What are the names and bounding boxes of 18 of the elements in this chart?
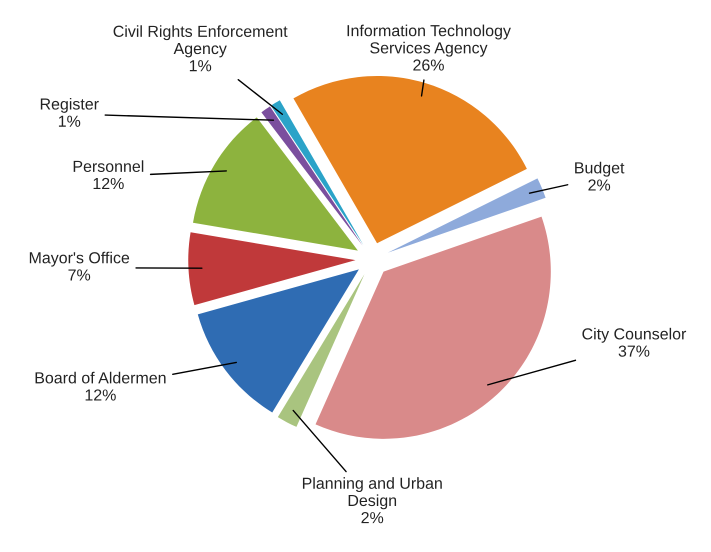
data-label: 12%	[94, 178, 124, 190]
slice-label: Planning and Urban Design	[302, 477, 442, 510]
slice-label: Register	[40, 98, 99, 113]
data-label: 12%	[86, 389, 116, 401]
data-label: 26%	[413, 59, 444, 71]
slice-label: Personnel	[74, 160, 144, 172]
slice-label: Budget	[575, 162, 624, 177]
slice-label: Civil Rights Enforcement Agency	[114, 25, 288, 58]
data-label: 1%	[58, 116, 80, 127]
slice-label: City Counselor	[582, 328, 686, 343]
data-label: 2%	[361, 512, 384, 524]
data-label: 1%	[190, 60, 212, 72]
data-label: 2%	[588, 179, 610, 191]
slice-label: Board of Aldermen	[36, 372, 166, 384]
slice-label: Mayor's Office	[30, 252, 130, 267]
data-label: 37%	[618, 345, 650, 357]
data-label: 7%	[68, 269, 90, 281]
slice-label: Information Technology Services Agency	[348, 24, 511, 57]
